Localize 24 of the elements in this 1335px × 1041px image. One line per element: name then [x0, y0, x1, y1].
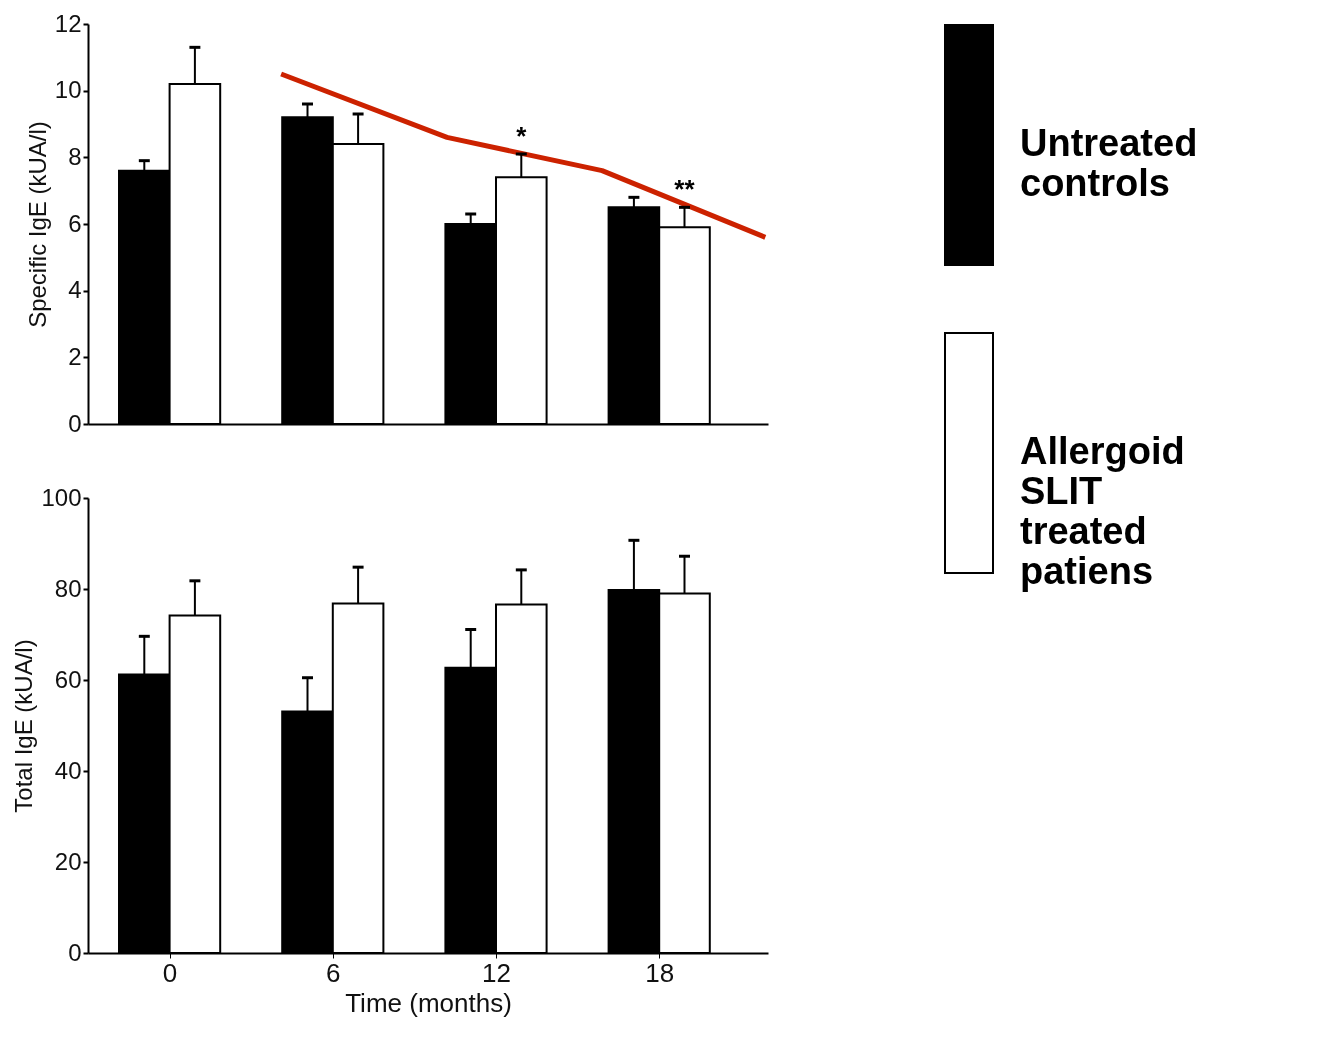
y-axis-title: Total IgE (kUA/l): [10, 639, 38, 813]
y-axis-title: Specific IgE (kUA/l): [23, 121, 51, 328]
y-tick-label: 100: [41, 483, 82, 511]
y-tick-label: 60: [54, 665, 82, 693]
annotation: **: [674, 174, 696, 205]
y-tick-label: 0: [68, 409, 82, 437]
y-tick-label: 40: [54, 756, 82, 784]
x-tick-label: 0: [162, 957, 178, 988]
y-tick-label: 10: [54, 76, 82, 104]
x-tick-label: 18: [645, 957, 675, 988]
y-tick-label: 2: [68, 342, 82, 370]
x-tick-label: 12: [482, 957, 511, 988]
y-tick-label: 80: [54, 574, 82, 602]
text: Untreated controls: [1020, 122, 1198, 204]
y-tick-label: 12: [54, 9, 82, 37]
y-tick-label: 0: [68, 938, 82, 966]
y-tick-label: 6: [68, 209, 82, 237]
text: Allergoid SLIT treated patiens: [1020, 430, 1185, 592]
y-tick-label: 20: [54, 847, 82, 875]
y-tick-label: 8: [68, 142, 82, 170]
x-axis-title: Time (months): [345, 987, 512, 1018]
y-tick-label: 4: [68, 276, 82, 304]
x-tick-label: 6: [326, 957, 341, 988]
annotation: *: [516, 121, 528, 151]
